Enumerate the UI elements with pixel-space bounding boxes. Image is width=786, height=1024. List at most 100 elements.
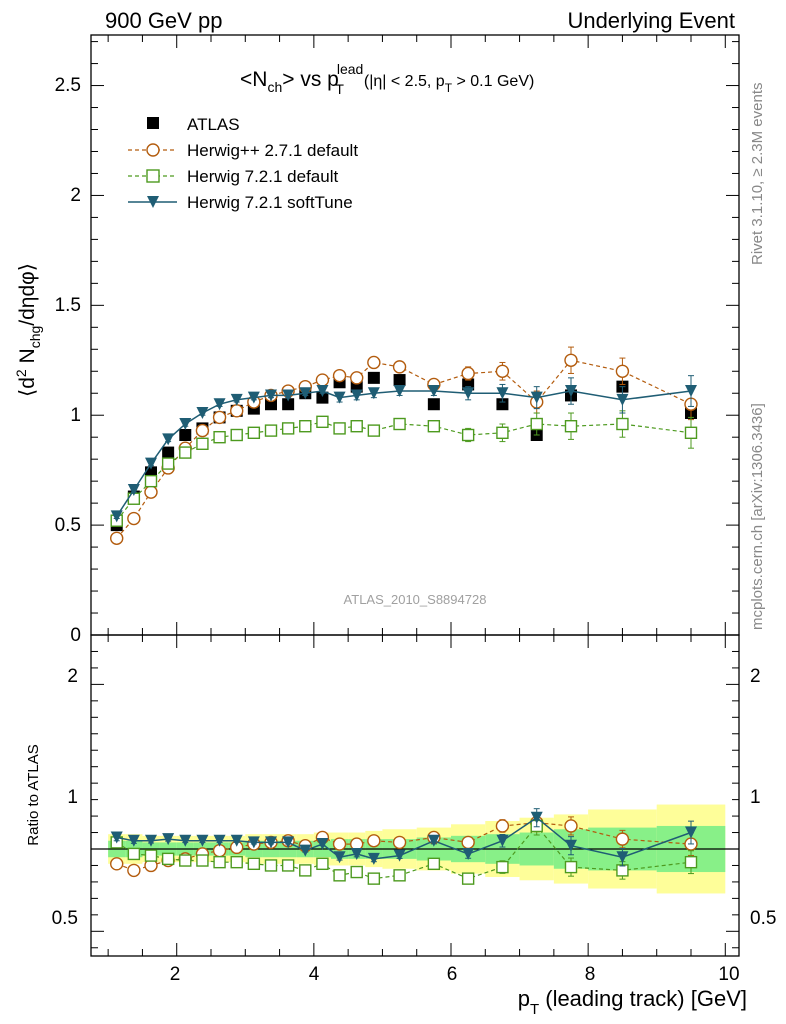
- mcplots-label: mcplots.cern.ch [arXiv:1306.3436]: [749, 403, 766, 630]
- data-point: [110, 857, 124, 871]
- data-point: [615, 364, 630, 378]
- data-point: [564, 353, 578, 367]
- data-point: [230, 404, 244, 418]
- analysis-id: ATLAS_2010_S8894728: [344, 592, 487, 607]
- y-zero-label: 0: [70, 625, 81, 646]
- y-tick-label: 1.5: [55, 295, 81, 316]
- data-point: [127, 511, 141, 526]
- ratio-y-tick-label: 1: [67, 787, 78, 808]
- main-data-layer: [110, 346, 698, 545]
- data-point: [332, 368, 347, 383]
- main-y-axis-title: ⟨d2 Nchg/dηdφ⟩: [13, 263, 43, 397]
- data-point: [264, 859, 278, 872]
- series-line: [116, 822, 692, 872]
- data-point: [127, 834, 140, 847]
- data-point: [230, 834, 243, 847]
- data-point: [367, 852, 380, 865]
- data-point: [350, 420, 363, 433]
- data-point: [393, 374, 406, 387]
- data-point: [333, 851, 346, 864]
- header-left: 900 GeV pp: [105, 8, 222, 33]
- title-cut-sub: T: [445, 81, 453, 95]
- data-point: [247, 426, 261, 440]
- data-point: [144, 485, 158, 499]
- series-herwig-7-2-1-softtune: [110, 375, 697, 523]
- ylabel-sup: 2: [13, 369, 29, 377]
- data-point: [461, 428, 475, 442]
- data-point: [196, 407, 209, 420]
- legend-marker-herwig7-default: [146, 169, 160, 183]
- ratio-y-axis-title: Ratio to ATLAS: [25, 744, 42, 845]
- data-point: [685, 826, 697, 839]
- data-point: [367, 355, 381, 370]
- legend-entry-herwig7-softtune: Herwig 7.2.1 softTune: [128, 193, 353, 212]
- data-point: [281, 422, 295, 435]
- data-point: [179, 854, 192, 867]
- x-tick-label: 8: [585, 964, 596, 985]
- data-point: [367, 424, 381, 437]
- data-point: [462, 387, 475, 400]
- data-point: [282, 836, 295, 849]
- data-point: [332, 837, 347, 851]
- data-point: [213, 855, 226, 869]
- data-point: [427, 385, 440, 398]
- data-point: [684, 855, 698, 869]
- data-point: [179, 429, 192, 441]
- data-point: [196, 437, 209, 450]
- data-point: [461, 872, 475, 885]
- data-point: [393, 849, 406, 862]
- data-point: [367, 371, 380, 384]
- ratio-y-tick-label: 2: [67, 666, 78, 687]
- data-point: [110, 831, 123, 844]
- x-tick-labels: 2 4 6 8 10: [170, 964, 740, 985]
- data-point: [461, 835, 475, 850]
- data-point: [213, 430, 226, 444]
- ratio-panel: 2 1 0.5 2 1 0.5 Ratio to ATLAS 2 4 6 8 1…: [25, 634, 776, 1018]
- y-tick-label: 1: [70, 405, 81, 426]
- data-point: [299, 420, 312, 433]
- data-point: [264, 424, 278, 437]
- data-point: [393, 869, 406, 882]
- ylabel-part: ⟨d: [16, 377, 39, 397]
- data-point: [110, 510, 123, 523]
- data-point: [565, 839, 577, 852]
- data-point: [316, 391, 329, 404]
- data-point: [316, 838, 329, 851]
- data-point: [247, 836, 260, 849]
- data-point: [565, 385, 577, 398]
- ratio-y-tick-label: 0.5: [52, 908, 78, 929]
- data-point: [496, 398, 509, 411]
- data-point: [685, 385, 697, 398]
- data-point: [496, 387, 509, 400]
- data-point: [265, 836, 277, 849]
- data-point: [110, 531, 124, 545]
- data-point: [213, 834, 226, 847]
- data-point: [684, 426, 698, 440]
- data-point: [495, 364, 510, 378]
- data-point: [230, 428, 243, 442]
- data-point: [162, 433, 175, 446]
- data-point: [564, 420, 578, 433]
- data-point: [179, 834, 192, 847]
- data-point: [350, 865, 363, 879]
- ylabel-sub: chg: [27, 326, 43, 349]
- data-point: [144, 474, 158, 488]
- data-point: [564, 860, 578, 874]
- data-point: [496, 834, 509, 847]
- data-point: [265, 389, 277, 402]
- data-point: [212, 410, 227, 425]
- data-point: [350, 371, 364, 385]
- data-point: [616, 417, 629, 431]
- data-point: [530, 811, 543, 824]
- title-part: > vs p: [282, 68, 339, 91]
- ratio-data-layer: [110, 808, 698, 885]
- data-point: [127, 483, 140, 496]
- header-right: Underlying Event: [567, 8, 735, 33]
- ylabel-part: /dηdφ⟩: [16, 263, 39, 326]
- data-point: [496, 860, 509, 874]
- series-herwig-2-7-1-default: [110, 346, 698, 545]
- data-point: [333, 869, 346, 882]
- ratio-y-tick-label-right: 0.5: [750, 908, 776, 929]
- data-point: [333, 422, 346, 435]
